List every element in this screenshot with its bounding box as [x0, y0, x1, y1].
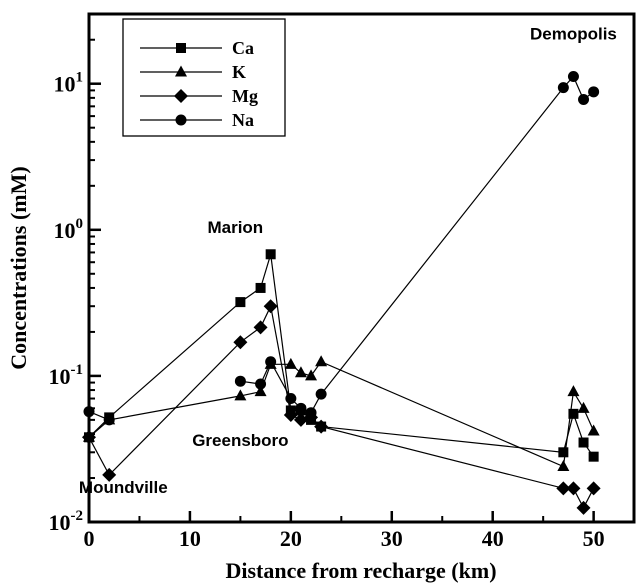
data-point-k [305, 369, 318, 381]
data-point-ca [255, 282, 266, 293]
data-point-na [295, 402, 307, 414]
data-point-k [254, 385, 267, 397]
data-point-na [255, 378, 267, 390]
data-point-mg [102, 467, 117, 482]
data-point-mg [586, 481, 601, 496]
data-point-mg [233, 335, 248, 350]
data-point-na [265, 356, 277, 368]
series-line [88, 360, 595, 468]
data-point-na [567, 71, 579, 83]
annotation-label: Marion [207, 218, 263, 237]
series-line [88, 254, 595, 458]
data-point-na [103, 414, 115, 426]
legend-marker-k [175, 65, 187, 77]
data-point-mg [283, 407, 298, 422]
annotations: Demopolis Marion Greensboro Moundville [79, 25, 617, 497]
legend-label-mg: Mg [232, 86, 258, 106]
data-point-k [577, 401, 590, 413]
series-na [83, 71, 600, 426]
data-point-ca [578, 437, 589, 448]
y-tick-label: 100 [54, 216, 84, 243]
y-tick-label: 10-1 [49, 362, 84, 389]
data-point-na [234, 375, 246, 387]
legend-box [122, 18, 286, 137]
data-point-k [234, 389, 247, 401]
x-tick-label: 30 [381, 526, 403, 551]
data-point-na [557, 82, 569, 94]
x-tick-label: 10 [179, 526, 201, 551]
data-point-ca [558, 447, 569, 458]
legend-label-k: K [232, 62, 246, 82]
x-tick-label: 50 [583, 526, 605, 551]
annotation-label: Moundville [79, 478, 168, 497]
data-point-k [284, 357, 297, 369]
annotation-label: Demopolis [530, 25, 617, 44]
data-point-mg [556, 481, 571, 496]
data-point-ca [588, 451, 599, 462]
data-point-k [587, 424, 600, 436]
data-point-na [588, 86, 600, 98]
data-point-mg [263, 299, 278, 314]
data-point-k [315, 355, 328, 367]
x-axis-title: Distance from recharge (km) [225, 558, 496, 583]
legend-label-ca: Ca [232, 38, 254, 58]
data-point-mg [314, 419, 329, 434]
data-point-mg [253, 320, 268, 335]
plot-frame [87, 12, 636, 524]
annotation-label: Greensboro [192, 431, 288, 450]
legend: Ca K Mg Na [122, 18, 286, 137]
data-point-mg [566, 481, 581, 496]
data-point-ca [568, 408, 579, 419]
series-layer [82, 71, 601, 515]
data-point-na [578, 93, 590, 105]
x-tick-label: 40 [482, 526, 504, 551]
series-ca [84, 249, 599, 462]
data-point-ca [265, 249, 276, 260]
legend-marker-mg [174, 89, 188, 103]
series-line [240, 75, 594, 414]
data-point-na [315, 388, 327, 400]
x-tick-label: 20 [280, 526, 302, 551]
data-point-k [567, 385, 580, 397]
y-axis-title: Concentrations (mM) [6, 166, 31, 369]
data-point-mg [293, 412, 308, 427]
x-tick-label: 0 [84, 526, 95, 551]
legend-marker-ca [176, 43, 186, 53]
y-tick-label: 10-2 [49, 508, 84, 535]
data-point-na [305, 407, 317, 419]
y-tick-label: 101 [54, 70, 84, 97]
data-point-k [557, 459, 570, 471]
data-point-ca [235, 297, 246, 308]
data-point-na [285, 393, 297, 405]
data-point-k [294, 366, 307, 378]
data-point-mg [576, 500, 591, 515]
legend-marker-na [175, 114, 187, 126]
legend-label-na: Na [232, 110, 254, 130]
